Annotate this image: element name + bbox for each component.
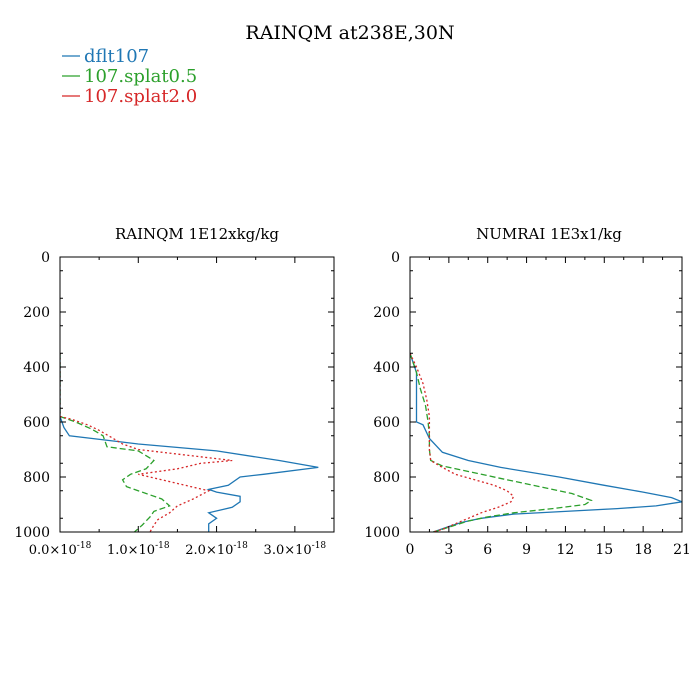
series-group	[410, 353, 682, 532]
series-line-107-splat0-5	[410, 353, 593, 532]
series-line-dflt107	[60, 353, 319, 532]
legend-label: 107.splat2.0	[84, 86, 197, 107]
figure-title: RAINQM at238E,30N	[245, 22, 454, 44]
y-tick-label: 200	[23, 305, 50, 321]
y-tick-label: 200	[373, 305, 400, 321]
x-tick-label: 12	[557, 542, 575, 558]
x-tick-label: 21	[673, 542, 691, 558]
y-tick-label: 600	[373, 415, 400, 431]
series-group	[60, 353, 319, 532]
y-tick-label: 400	[23, 360, 50, 376]
panel-title: NUMRAI 1E3x1/kg	[476, 225, 622, 243]
panel-2: NUMRAI 1E3x1/kg 0 200 400 600 800 1000 0 3 6 9 12 15…	[364, 225, 691, 558]
plot-frame	[59, 256, 335, 533]
legend-label: dflt107	[84, 46, 149, 67]
x-tick-label: 0	[406, 542, 415, 558]
y-tick-label: 800	[23, 470, 50, 486]
y-tick-label: 800	[373, 470, 400, 486]
series-line-dflt107	[410, 353, 682, 532]
y-tick-label: 1000	[364, 525, 400, 541]
x-tick-label: 3	[444, 542, 453, 558]
y-tick-label: 600	[23, 415, 50, 431]
x-tick-label: 6	[483, 542, 492, 558]
legend-entry: dflt107	[62, 46, 149, 67]
legend-entry: 107.splat0.5	[62, 66, 197, 87]
legend-entry: 107.splat2.0	[62, 86, 197, 107]
series-line-107-splat2-0	[60, 353, 233, 532]
series-line-107-splat0-5	[60, 353, 171, 532]
x-tick-label: 15	[595, 542, 613, 558]
y-tick-label: 0	[41, 250, 50, 266]
x-tick-label: 2.0×10-18	[185, 541, 248, 558]
x-tick-label: 3.0×10-18	[264, 541, 327, 558]
panel-1: RAINQM 1E12xkg/kg 0 200 400 600 800 10000.0×10…	[14, 225, 335, 558]
y-tick-label: 400	[373, 360, 400, 376]
panels: RAINQM 1E12xkg/kg020040060080010000.0×10…	[14, 225, 691, 558]
x-tick-label: 18	[634, 542, 652, 558]
y-tick-label: 0	[391, 250, 400, 266]
panel-title: RAINQM 1E12xkg/kg	[115, 225, 279, 243]
y-tick-label: 1000	[14, 525, 50, 541]
series-line-107-splat2-0	[410, 353, 515, 532]
x-tick-label: 1.0×10-18	[107, 541, 170, 558]
legend-label: 107.splat0.5	[84, 66, 197, 87]
x-tick-label: 9	[522, 542, 531, 558]
x-tick-label: 0.0×10-18	[29, 541, 92, 558]
